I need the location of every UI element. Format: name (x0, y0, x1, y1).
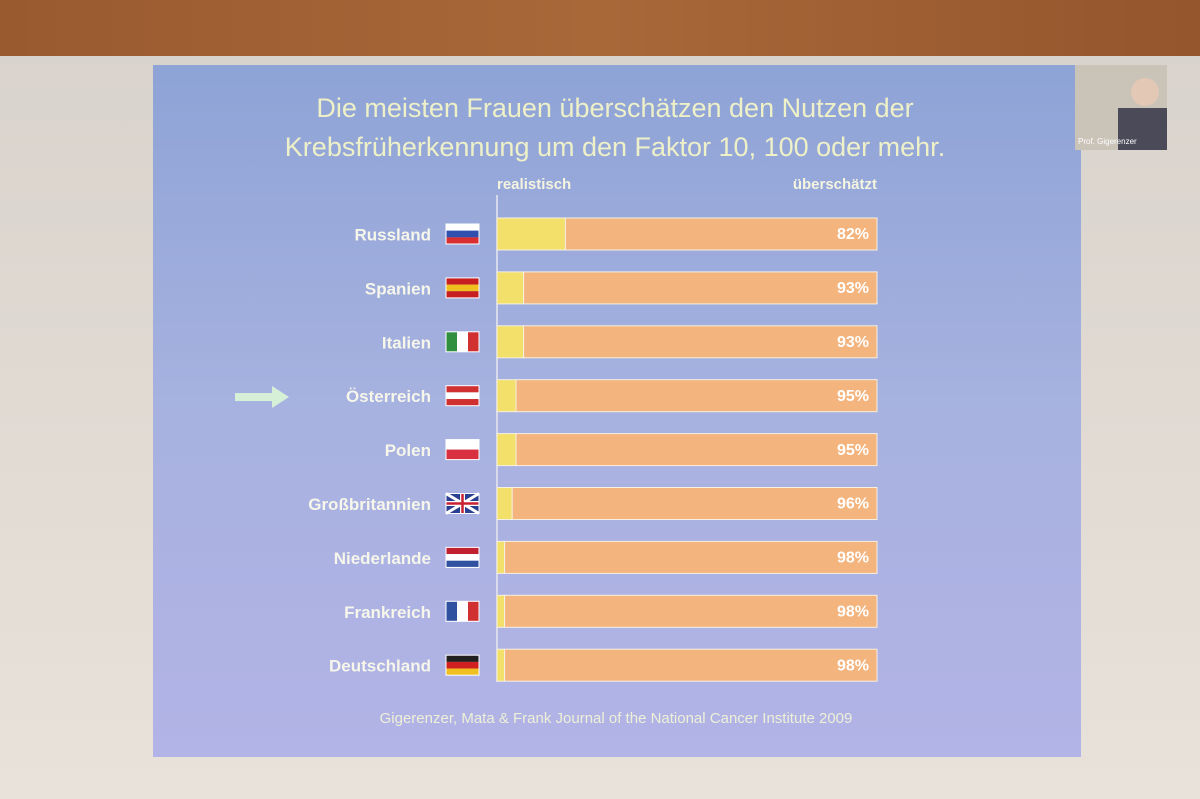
flag (446, 449, 479, 460)
arrow (235, 386, 289, 408)
bar-segment (523, 325, 878, 359)
bar-segment (496, 540, 506, 574)
webcam-person-body (1118, 108, 1167, 150)
value-label: 98% (837, 550, 869, 567)
bar-segment (496, 487, 513, 520)
category-label: Österreich (346, 387, 431, 406)
bar-segment (496, 648, 506, 682)
flag (446, 230, 479, 238)
bar-segment (504, 540, 878, 574)
flag (446, 385, 479, 393)
value-label: 98% (837, 604, 869, 621)
flag (446, 661, 479, 669)
category-label: Frankreich (344, 603, 431, 622)
flag (446, 655, 479, 662)
bar-segment (515, 379, 878, 413)
legend-label: überschätzt (793, 176, 877, 193)
bar-segment (496, 217, 566, 251)
legend-label: realistisch (497, 176, 571, 193)
flag (468, 331, 479, 352)
bar-segment (496, 271, 525, 305)
flag (457, 331, 468, 352)
bar-segment (504, 648, 878, 682)
flag (446, 399, 479, 406)
webcam-person (1131, 78, 1159, 106)
flag (446, 331, 457, 352)
flag (446, 277, 479, 285)
flag (446, 560, 479, 568)
flag-border (445, 331, 480, 353)
flag-border (445, 493, 480, 514)
bar-segment (564, 217, 878, 251)
value-label: 95% (837, 388, 869, 405)
bar-segment (496, 325, 525, 359)
bar-segment (496, 379, 517, 413)
flag (457, 601, 468, 622)
value-label: 96% (837, 496, 869, 513)
category-label: Deutschland (329, 657, 431, 676)
flag (446, 392, 479, 400)
flag (446, 237, 479, 244)
wood-panel (0, 0, 1200, 56)
bar-segment (523, 271, 878, 305)
category-label: Russland (354, 225, 431, 244)
flag (446, 439, 479, 450)
chart-title: Krebsfrüherkennung um den Faktor 10, 100… (285, 132, 945, 162)
bar-segment (496, 433, 517, 467)
flag (446, 554, 479, 561)
value-label: 95% (837, 442, 869, 459)
category-label: Italien (382, 333, 431, 352)
bar-segment (504, 594, 878, 628)
flag-border (445, 600, 480, 622)
flag (446, 493, 479, 514)
flag (446, 547, 479, 555)
flag (446, 284, 479, 292)
webcam-label: Prof. Gigerenzer (1078, 137, 1137, 146)
flag (446, 224, 479, 231)
flag (446, 291, 479, 298)
flag (446, 601, 457, 622)
flag-border (445, 439, 480, 461)
bar-segment (511, 487, 878, 520)
chart-title: Die meisten Frauen überschätzen den Nutz… (316, 93, 913, 123)
bar-segment (515, 433, 878, 467)
category-label: Polen (385, 441, 431, 460)
category-label: Spanien (365, 279, 431, 298)
bar-segment (496, 594, 506, 628)
flag-border (445, 546, 480, 568)
value-label: 93% (837, 334, 869, 351)
value-label: 93% (837, 280, 869, 297)
source: Gigerenzer, Mata & Frank Journal of the … (380, 710, 853, 727)
flag-border (445, 277, 480, 299)
value-label: 82% (837, 226, 869, 243)
value-label: 98% (837, 657, 869, 674)
category-label: Großbritannien (308, 495, 431, 514)
flag (446, 668, 479, 676)
flag-border (445, 385, 480, 407)
flag-border (445, 223, 480, 245)
category-label: Niederlande (334, 549, 431, 568)
flag (468, 601, 479, 622)
flag-border (445, 654, 480, 676)
